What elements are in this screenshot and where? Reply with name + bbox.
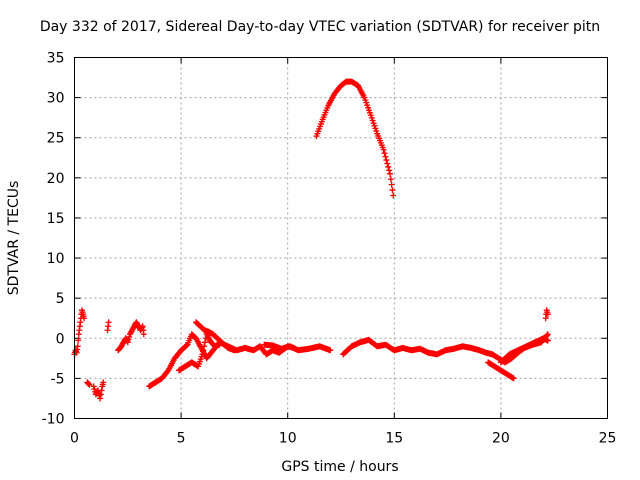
data-point-marker [75,337,82,344]
data-point-marker [382,153,389,160]
series-arc-08 [193,319,238,354]
series-arc-12 [340,336,457,358]
series-arc-10 [261,341,334,354]
grid [74,57,608,419]
x-axis-label: GPS time / hours [281,459,398,475]
y-tick-label: 5 [56,291,65,307]
series-arc-11 [313,78,397,199]
data-point-marker [390,192,397,199]
series-arc-01 [71,307,88,358]
data-points [71,78,551,402]
series-arc-05 [115,319,147,354]
data-point-marker [97,395,104,402]
data-point-marker [381,150,388,157]
x-tick-label: 0 [70,431,79,447]
series-arc-04 [104,319,112,334]
data-point-marker [199,351,206,358]
x-tick-label: 5 [177,431,186,447]
data-point-marker [124,339,131,346]
data-point-marker [85,381,92,388]
series-arc-02 [84,379,93,388]
data-point-marker [125,336,132,343]
y-tick-label: 10 [47,251,65,267]
data-point-marker [200,347,207,354]
y-tick-label: 25 [47,131,65,147]
y-tick-label: 20 [47,171,65,187]
data-point-marker [126,333,133,340]
y-tick-label: 30 [47,91,65,107]
series-arc-03 [90,379,107,402]
data-point-marker [139,324,146,331]
y-axis-label: SDTVAR / TECUs [6,181,22,296]
series-arc-15 [497,335,551,366]
data-point-marker [231,347,238,354]
data-point-marker [510,375,517,382]
y-tick-label: -10 [42,412,65,428]
data-point-marker [387,170,394,177]
data-point-marker [389,187,396,194]
data-point-marker [201,339,208,346]
data-point-marker [91,386,98,393]
data-point-marker [386,167,393,174]
plot-frame [74,57,608,419]
data-point-marker [327,347,334,354]
data-point-marker [74,343,81,350]
chart-title: Day 332 of 2017, Sidereal Day-to-day VTE… [40,19,600,35]
data-point-marker [97,391,104,398]
data-point-marker [385,163,392,170]
series-arc-16 [542,307,551,322]
y-tick-label: 35 [47,51,65,67]
data-point-marker [544,311,551,318]
data-point-marker [90,383,97,390]
data-point-marker [387,176,394,183]
data-point-marker [98,387,105,394]
data-point-marker [383,157,390,164]
data-point-marker [140,331,147,338]
series-arc-14 [485,359,517,382]
y-tick-label: 0 [56,331,65,347]
x-tick-label: 20 [492,431,510,447]
data-point-marker [384,160,391,167]
data-point-marker [105,319,112,326]
data-point-marker [380,146,387,153]
data-point-marker [81,315,88,322]
data-point-marker [544,337,551,344]
x-tick-label: 15 [385,431,403,447]
y-tick-label: 15 [47,211,65,227]
series-arc-06 [146,331,249,390]
series-arc-07 [175,331,223,374]
x-tick-label: 10 [279,431,297,447]
data-point-marker [388,181,395,188]
x-tick-label: 25 [599,431,617,447]
data-point-marker [86,381,93,388]
data-point-marker [544,331,551,338]
data-point-marker [201,343,208,350]
y-tick-label: -5 [51,371,65,387]
data-point-marker [100,379,107,386]
